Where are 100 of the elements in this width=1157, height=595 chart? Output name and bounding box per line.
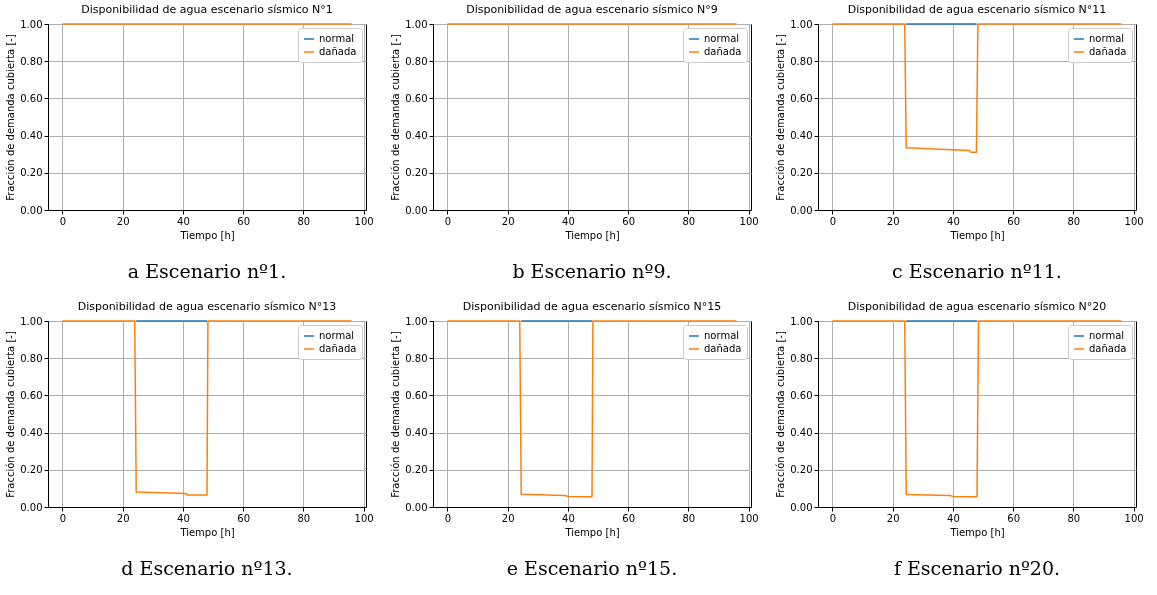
y-tick-label: 0.60 [790,389,813,401]
x-tick-label: 60 [622,512,635,524]
legend-label: normal [319,330,355,341]
x-tick-label: 100 [739,215,759,227]
y-tick-label: 0.00 [790,501,813,513]
y-tick-label: 1.00 [790,315,813,327]
x-tick-label: 100 [354,215,374,227]
y-axis-title: Fracción de demanda cubierta [-] [390,331,402,498]
legend-label: normal [704,33,740,44]
y-tick-label: 0.80 [790,55,813,67]
legend-label: dañada [319,343,357,354]
y-tick-label: 0.00 [405,204,428,216]
y-tick-label: 0.20 [790,464,813,476]
x-tick-label: 100 [354,512,374,524]
text: d Escenario nº13. [121,557,293,579]
legend-label: normal [704,330,740,341]
y-axis-title: Fracción de demanda cubierta [-] [775,331,787,498]
x-tick-label: 40 [562,512,575,524]
y-tick-label: 0.60 [20,92,43,104]
x-tick-label: 80 [682,215,696,227]
y-axis-title: Fracción de demanda cubierta [-] [775,34,787,201]
chart-title: Disponibilidad de agua escenario sísmico N°9 [466,3,718,16]
y-tick-label: 0.20 [405,167,428,179]
y-tick-label: 0.60 [20,389,43,401]
y-tick-label: 1.00 [405,315,428,327]
y-tick-label: 1.00 [790,18,813,30]
chart-title: Disponibilidad de agua escenario sísmico N°15 [462,300,722,313]
y-tick-label: 0.80 [405,352,428,364]
x-tick-label: 60 [1007,512,1020,524]
x-axis-title: Tiempo [h] [564,229,620,241]
x-tick-label: 80 [297,215,311,227]
x-tick-label: 80 [1067,215,1081,227]
x-tick-label: 0 [59,215,67,227]
text: a Escenario nº1. [127,260,287,282]
x-tick-label: 20 [501,215,515,227]
text: f Escenario nº20. [893,557,1061,579]
x-axis-title: Tiempo [h] [179,229,235,241]
x-tick-label: 80 [1067,512,1081,524]
x-tick-label: 0 [829,215,837,227]
chart-title: Disponibilidad de agua escenario sísmico N°11 [847,3,1107,16]
x-tick-label: 100 [739,512,759,524]
x-tick-label: 80 [682,512,696,524]
x-tick-label: 40 [177,215,190,227]
x-tick-label: 40 [947,512,960,524]
y-tick-label: 0.00 [790,204,813,216]
y-axis-title: Fracción de demanda cubierta [-] [5,331,17,498]
x-axis-title: Tiempo [h] [564,526,620,538]
y-tick-label: 0.40 [405,427,428,439]
x-tick-label: 0 [829,512,837,524]
chart-title: Disponibilidad de agua escenario sísmico N°1 [81,3,333,16]
x-tick-label: 100 [1124,215,1144,227]
x-tick-label: 40 [177,512,190,524]
legend-label: normal [1089,330,1125,341]
x-tick-label: 0 [444,215,452,227]
x-tick-label: 60 [237,512,250,524]
text: b Escenario nº9. [512,260,672,282]
text: c Escenario nº11. [892,260,1062,282]
y-tick-label: 0.40 [405,130,428,142]
x-axis-title: Tiempo [h] [949,229,1005,241]
x-tick-label: 40 [562,215,575,227]
x-tick-label: 100 [1124,512,1144,524]
y-tick-label: 0.80 [405,55,428,67]
text: e Escenario nº15. [506,557,678,579]
y-axis-title: Fracción de demanda cubierta [-] [390,34,402,201]
y-axis-title: Fracción de demanda cubierta [-] [5,34,17,201]
y-tick-label: 0.40 [20,427,43,439]
y-tick-label: 0.00 [20,204,43,216]
x-tick-label: 0 [59,512,67,524]
x-tick-label: 20 [116,215,130,227]
y-tick-label: 0.60 [405,92,428,104]
y-tick-label: 0.80 [790,352,813,364]
x-tick-label: 60 [622,215,635,227]
y-tick-label: 0.20 [405,464,428,476]
y-tick-label: 0.40 [790,130,813,142]
x-tick-label: 40 [947,215,960,227]
legend-label: dañada [704,46,742,57]
x-tick-label: 0 [444,512,452,524]
y-tick-label: 0.80 [20,352,43,364]
x-tick-label: 20 [886,512,900,524]
x-tick-label: 20 [116,512,130,524]
x-tick-label: 80 [297,512,311,524]
y-tick-label: 0.20 [790,167,813,179]
legend-label: dañada [319,46,357,57]
x-axis-title: Tiempo [h] [179,526,235,538]
y-tick-label: 0.60 [405,389,428,401]
y-tick-label: 0.40 [790,427,813,439]
y-tick-label: 1.00 [20,18,43,30]
legend-label: normal [1089,33,1125,44]
chart-title: Disponibilidad de agua escenario sísmico N°13 [77,300,337,313]
y-tick-label: 0.00 [20,501,43,513]
y-tick-label: 1.00 [405,18,428,30]
x-axis-title: Tiempo [h] [949,526,1005,538]
x-tick-label: 20 [886,215,900,227]
y-tick-label: 0.40 [20,130,43,142]
legend-label: normal [319,33,355,44]
x-tick-label: 60 [237,215,250,227]
legend-label: dañada [1089,343,1127,354]
chart-title: Disponibilidad de agua escenario sísmico N°20 [847,300,1107,313]
legend-label: dañada [704,343,742,354]
y-tick-label: 0.80 [20,55,43,67]
